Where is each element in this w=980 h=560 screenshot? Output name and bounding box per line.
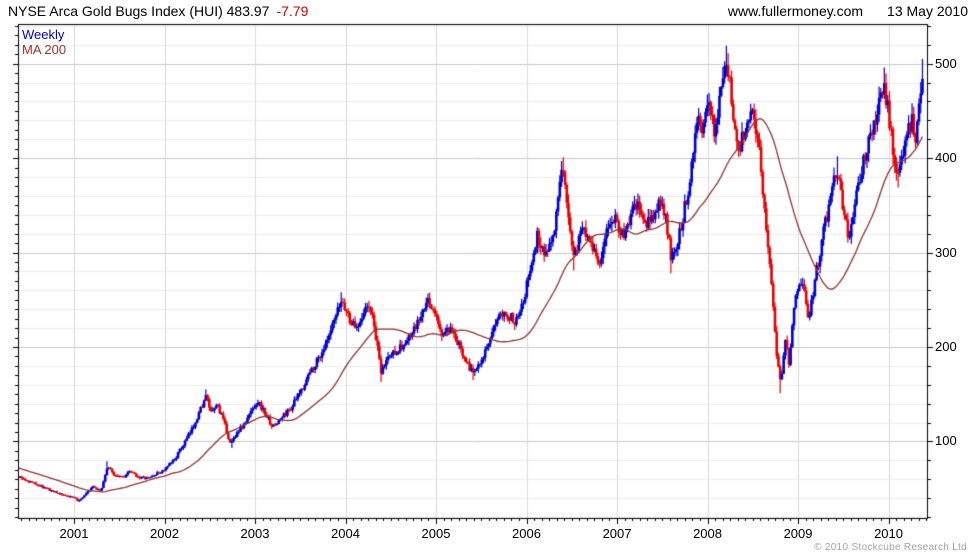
date-label: 13 May 2010 <box>887 3 968 19</box>
x-axis-label: 2007 <box>602 526 632 541</box>
y-axis-label: 300 <box>935 244 957 260</box>
x-axis-label: 2003 <box>240 526 270 541</box>
x-axis-label: 2009 <box>783 526 813 541</box>
x-axis-label: 2006 <box>512 526 541 541</box>
y-axis-label: 500 <box>935 55 957 71</box>
header-right: www.fullermoney.com 13 May 2010 <box>728 3 968 19</box>
y-axis-label: 100 <box>935 433 957 449</box>
x-axis-label: 2002 <box>150 526 179 541</box>
x-axis-label: 2008 <box>693 526 722 541</box>
x-axis-label: 2001 <box>59 526 89 541</box>
copyright-label: © 2010 Stockcube Research Ltd <box>814 542 967 553</box>
website-label: www.fullermoney.com <box>727 3 864 19</box>
legend-ma200: MA 200 <box>22 42 67 57</box>
x-axis-label: 2010 <box>874 526 903 541</box>
instrument-title: NYSE Arca Gold Bugs Index (HUI) 483.97 <box>8 3 270 19</box>
y-axis-label: 400 <box>935 150 957 166</box>
page-title: NYSE Arca Gold Bugs Index (HUI) 483.97 -7… <box>8 3 308 19</box>
chart-header: NYSE Arca Gold Bugs Index (HUI) 483.97 -7… <box>0 0 980 23</box>
x-axis-label: 2004 <box>331 526 360 541</box>
y-axis-label: 200 <box>935 339 957 355</box>
x-axis-label: 2005 <box>421 526 451 541</box>
legend-weekly: Weekly <box>22 27 65 42</box>
price-change: -7.79 <box>276 3 309 19</box>
legend: Weekly MA 200 <box>22 27 66 57</box>
